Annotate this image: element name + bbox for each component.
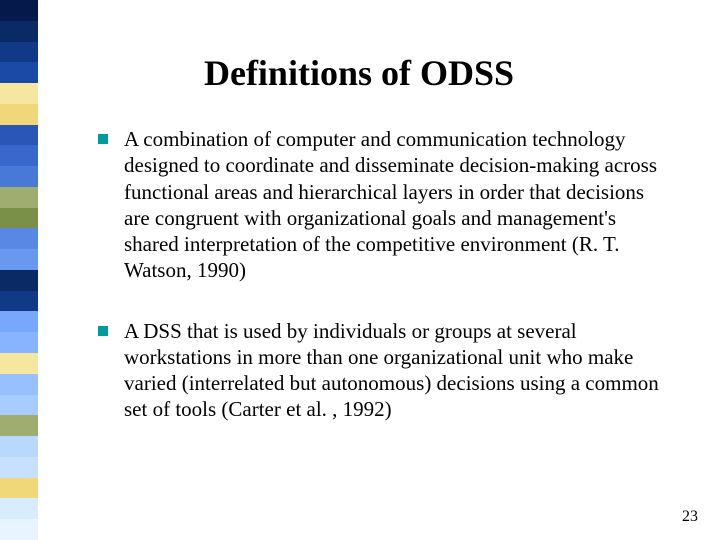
sidebar-stripe (0, 395, 38, 416)
list-item: A DSS that is used by individuals or gro… (98, 318, 670, 423)
sidebar-stripe (0, 436, 38, 457)
slide-content: Definitions of ODSS A combination of com… (38, 0, 720, 540)
decorative-sidebar (0, 0, 38, 540)
sidebar-stripe (0, 125, 38, 146)
sidebar-stripe (0, 415, 38, 436)
sidebar-stripe (0, 21, 38, 42)
bullet-icon (98, 134, 108, 144)
sidebar-stripe (0, 498, 38, 519)
sidebar-stripe (0, 353, 38, 374)
sidebar-stripe (0, 291, 38, 312)
sidebar-stripe (0, 270, 38, 291)
sidebar-stripe (0, 311, 38, 332)
sidebar-stripe (0, 249, 38, 270)
bullet-icon (98, 326, 108, 336)
sidebar-stripe (0, 519, 38, 540)
sidebar-stripe (0, 228, 38, 249)
sidebar-stripe (0, 208, 38, 229)
page-number: 23 (682, 508, 698, 526)
sidebar-stripe (0, 374, 38, 395)
sidebar-stripe (0, 104, 38, 125)
sidebar-stripe (0, 478, 38, 499)
sidebar-stripe (0, 145, 38, 166)
bullet-list: A combination of computer and communicat… (38, 126, 720, 423)
bullet-text: A DSS that is used by individuals or gro… (124, 318, 670, 423)
sidebar-stripe (0, 187, 38, 208)
bullet-text: A combination of computer and communicat… (124, 126, 670, 284)
sidebar-stripe (0, 62, 38, 83)
sidebar-stripe (0, 0, 38, 21)
list-item: A combination of computer and communicat… (98, 126, 670, 284)
sidebar-stripe (0, 166, 38, 187)
sidebar-stripe (0, 42, 38, 63)
slide-title: Definitions of ODSS (38, 52, 720, 94)
sidebar-stripe (0, 83, 38, 104)
sidebar-stripe (0, 332, 38, 353)
sidebar-stripe (0, 457, 38, 478)
